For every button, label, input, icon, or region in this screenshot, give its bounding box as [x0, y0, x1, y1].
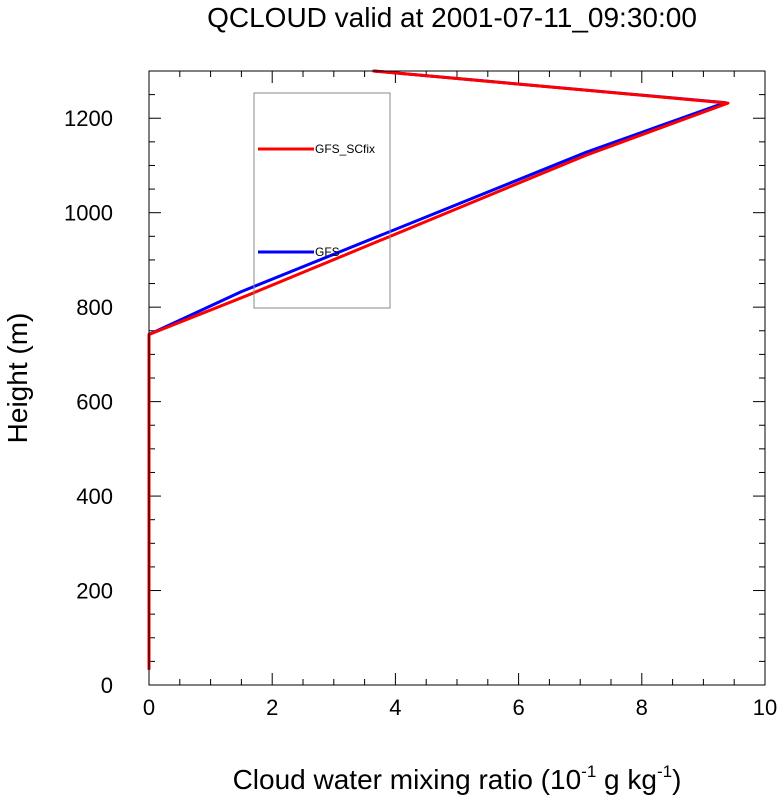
y-tick-label: 1200	[64, 106, 113, 131]
x-tick-label: 10	[753, 695, 777, 720]
x-tick-label: 4	[389, 695, 401, 720]
y-tick-label: 1000	[64, 201, 113, 226]
x-tick-label: 2	[266, 695, 278, 720]
legend-label-gfs: GFS	[315, 245, 340, 259]
y-tick-label: 600	[76, 390, 113, 415]
y-tick-label: 400	[76, 484, 113, 509]
series-line-gfs-scfix	[147, 69, 730, 670]
legend-label-gfs-scfix: GFS_SCfix	[315, 142, 375, 156]
y-axis-label: Height (m)	[2, 313, 33, 444]
series-layer	[147, 69, 730, 670]
y-tick-label: 800	[76, 295, 113, 320]
x-axis-label-sup2: -1	[657, 762, 672, 781]
legend: GFS_SCfix GFS	[253, 92, 391, 309]
x-tick-label: 8	[636, 695, 648, 720]
x-axis-label-sup1: -1	[581, 762, 596, 781]
chart-title: QCLOUD valid at 2001-07-11_09:30:00	[207, 2, 697, 33]
y-tick-label: 0	[101, 673, 113, 698]
axis-ticks: 0 2 4 6 8 10 0 200 400 600 800 1000 1200	[64, 70, 777, 720]
x-tick-label: 0	[143, 695, 155, 720]
series-line-gfs	[147, 69, 727, 670]
x-axis-label: Cloud water mixing ratio (10-1 g kg-1)	[233, 762, 682, 795]
y-tick-label: 200	[76, 579, 113, 604]
plot-frame	[148, 70, 766, 686]
x-tick-label: 6	[512, 695, 524, 720]
legend-box	[253, 92, 391, 309]
